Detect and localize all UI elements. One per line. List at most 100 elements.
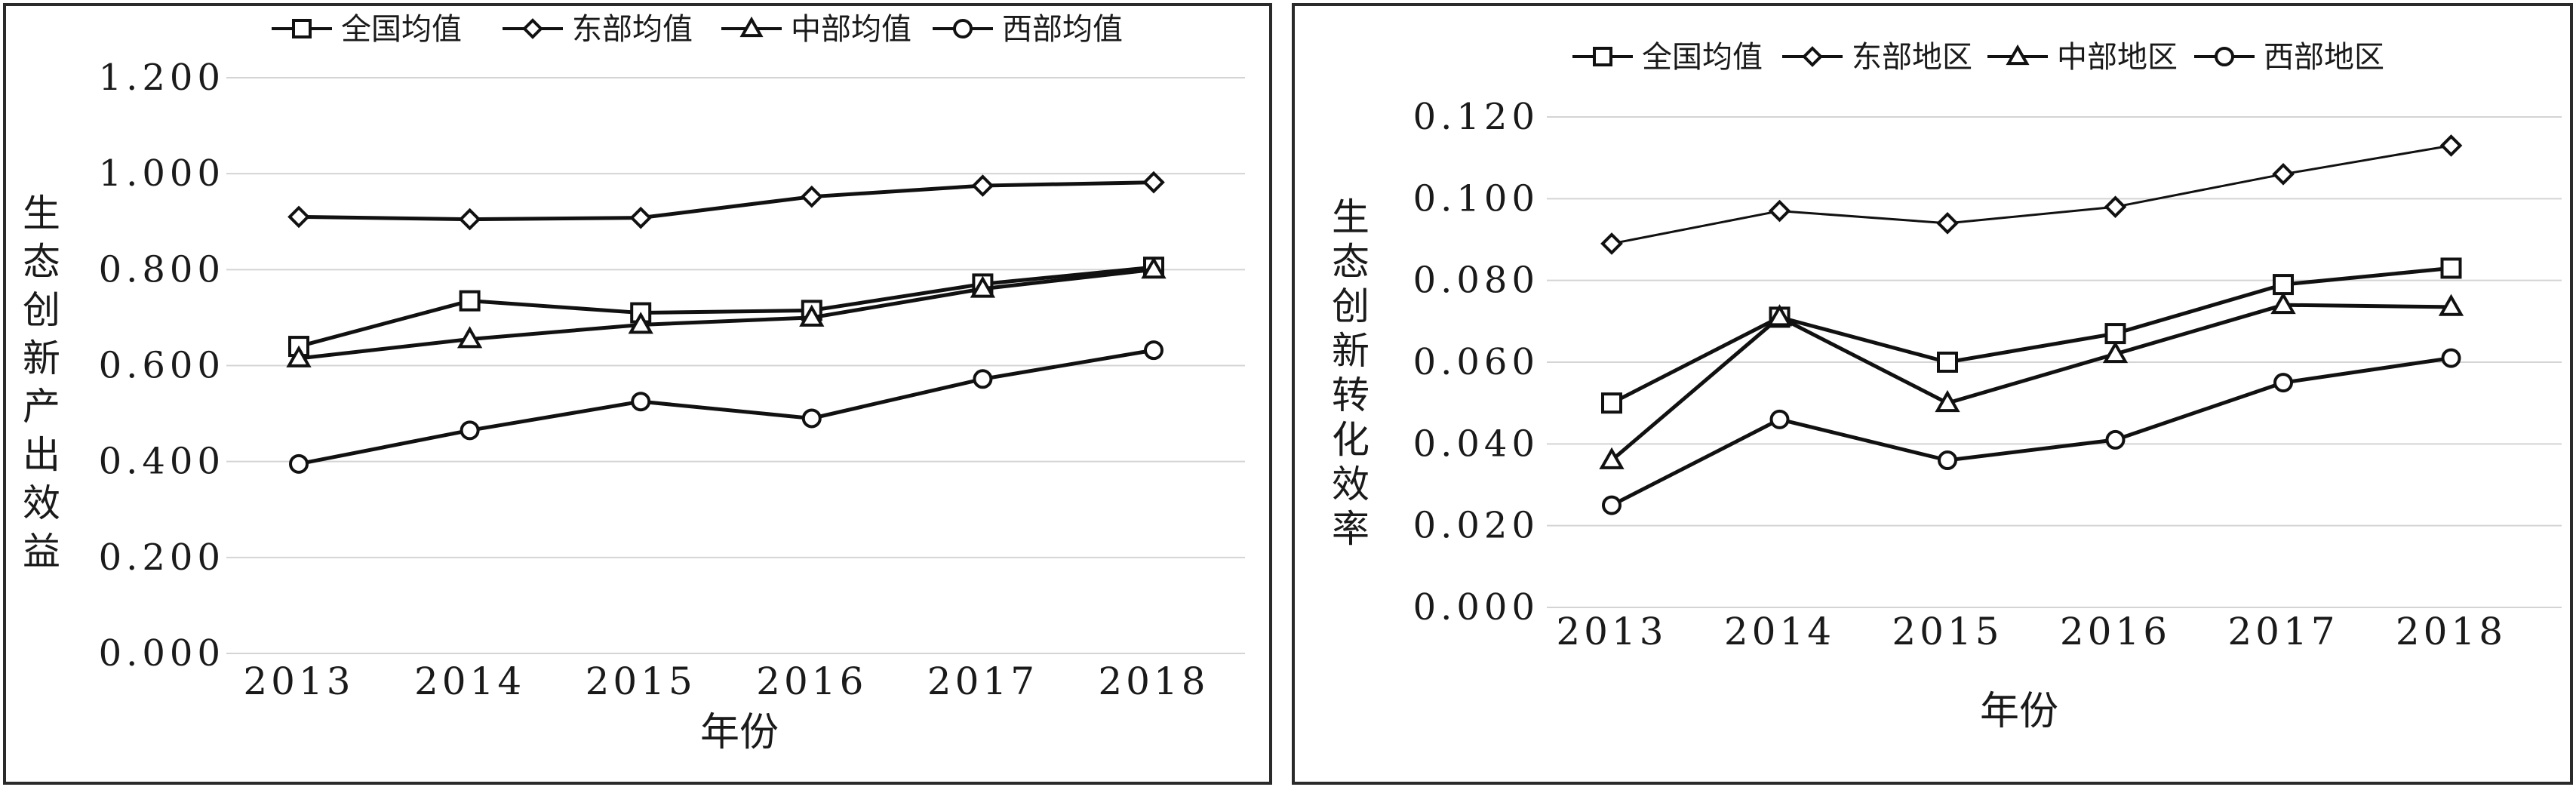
y-tick-label: 1.200 xyxy=(99,57,225,99)
data-point xyxy=(1768,199,1791,223)
y-tick-label: 0.060 xyxy=(1413,341,1539,383)
data-point xyxy=(459,290,481,312)
series-line xyxy=(298,265,1154,349)
y-tick-label: 0.000 xyxy=(1413,586,1539,629)
legend-marker xyxy=(292,19,312,38)
data-point xyxy=(1938,450,1957,470)
x-tick-label: 2013 xyxy=(1556,610,1667,653)
data-point xyxy=(458,207,481,231)
y-tick-label: 0.100 xyxy=(1413,177,1539,220)
data-point xyxy=(799,304,825,327)
x-tick-label: 2014 xyxy=(414,659,525,703)
y-tick-label: 0.600 xyxy=(99,345,225,387)
y-tick-label: 0.200 xyxy=(99,536,225,579)
data-point xyxy=(2272,163,2295,186)
y-tick-label: 0.400 xyxy=(99,441,225,483)
legend-marker xyxy=(1802,46,1823,67)
series-line xyxy=(1610,356,2452,507)
series-4 xyxy=(1602,348,2461,515)
legend-label: 西部地区 xyxy=(2264,40,2384,75)
data-point xyxy=(1600,232,1623,255)
x-tick-label: 2015 xyxy=(1892,610,2003,653)
series-line xyxy=(298,267,1154,361)
series-4 xyxy=(289,340,1164,474)
x-axis-title: 年份 xyxy=(1980,689,2058,734)
data-point xyxy=(1935,389,1960,413)
data-point xyxy=(629,206,653,229)
series-2 xyxy=(287,171,1165,231)
series-line xyxy=(1610,303,2452,462)
y-tick-label: 0.120 xyxy=(1413,96,1539,138)
data-point xyxy=(2104,323,2126,345)
series-3 xyxy=(286,257,1167,367)
y-tick-label: 1.000 xyxy=(99,152,225,195)
y-tick-label: 0.080 xyxy=(1413,260,1539,302)
x-tick-label: 2016 xyxy=(756,659,867,703)
data-point xyxy=(289,453,309,474)
series-line xyxy=(298,180,1154,222)
data-point xyxy=(2440,257,2462,279)
legend-label: 东部地区 xyxy=(1852,40,1972,75)
legend-label: 西部均值 xyxy=(1002,12,1123,47)
data-point xyxy=(2441,348,2461,368)
legend-label: 东部均值 xyxy=(572,12,693,47)
series-line xyxy=(298,348,1154,466)
data-point xyxy=(1601,392,1622,414)
data-point xyxy=(1602,495,1622,515)
series-line xyxy=(1611,144,2452,245)
legend-marker xyxy=(953,19,973,38)
data-point xyxy=(1141,257,1167,279)
legend-marker xyxy=(2006,44,2030,66)
data-point xyxy=(1936,212,1959,235)
chart-left: 0.000 0.200 0.400 0.600 0.800 1.000 1.200 2013 2… xyxy=(23,12,1245,755)
series-1 xyxy=(288,257,1164,358)
x-tick-label: 2018 xyxy=(2396,610,2507,653)
y-axis-title: 生态创新转化效率 xyxy=(1332,195,1369,551)
series-3 xyxy=(1599,291,2464,469)
data-point xyxy=(286,345,312,367)
data-point xyxy=(801,408,822,429)
data-point xyxy=(456,326,483,349)
data-point xyxy=(2439,134,2463,157)
x-tick-label: 2014 xyxy=(1724,610,1835,653)
y-tick-label: 0.000 xyxy=(99,632,225,675)
x-tick-label: 2017 xyxy=(927,659,1038,703)
legend-label: 全国均值 xyxy=(341,12,462,47)
x-tick-label: 2017 xyxy=(2227,610,2338,653)
data-point xyxy=(2273,373,2293,393)
data-point xyxy=(1142,171,1165,194)
data-point xyxy=(1937,352,1958,373)
legend-marker xyxy=(2215,47,2234,66)
data-point xyxy=(628,312,653,334)
data-point xyxy=(973,369,993,389)
data-point xyxy=(1766,304,1793,327)
legend-marker xyxy=(1593,47,1612,66)
data-point xyxy=(2102,340,2129,364)
x-axis-title: 年份 xyxy=(700,710,779,755)
data-point xyxy=(1599,447,1625,469)
data-point xyxy=(2105,429,2126,450)
series-1 xyxy=(1601,257,2462,414)
data-point xyxy=(2438,294,2464,316)
data-point xyxy=(460,420,480,441)
series-line xyxy=(1610,266,2452,405)
legend-marker xyxy=(522,18,543,39)
data-point xyxy=(970,275,996,298)
data-point xyxy=(287,205,310,229)
x-tick-label: 2016 xyxy=(2060,610,2171,653)
legend-label: 中部地区 xyxy=(2057,40,2178,75)
y-tick-label: 0.040 xyxy=(1413,423,1539,465)
data-point xyxy=(1144,340,1164,361)
legend-label: 全国均值 xyxy=(1642,40,1763,75)
legend-marker xyxy=(739,16,764,38)
legend-label: 中部均值 xyxy=(791,12,911,47)
legend: 全国均值 东部均值 中部均值 西部均值 xyxy=(272,12,1123,47)
y-tick-label: 0.020 xyxy=(1413,505,1539,547)
data-point xyxy=(1769,409,1790,429)
series-2 xyxy=(1600,134,2463,255)
x-tick-label: 2018 xyxy=(1098,659,1209,703)
data-point xyxy=(800,185,823,208)
data-point xyxy=(971,174,994,197)
y-tick-label: 0.800 xyxy=(99,248,225,290)
legend: 全国均值 东部地区 中部地区 西部地区 xyxy=(1572,40,2384,75)
